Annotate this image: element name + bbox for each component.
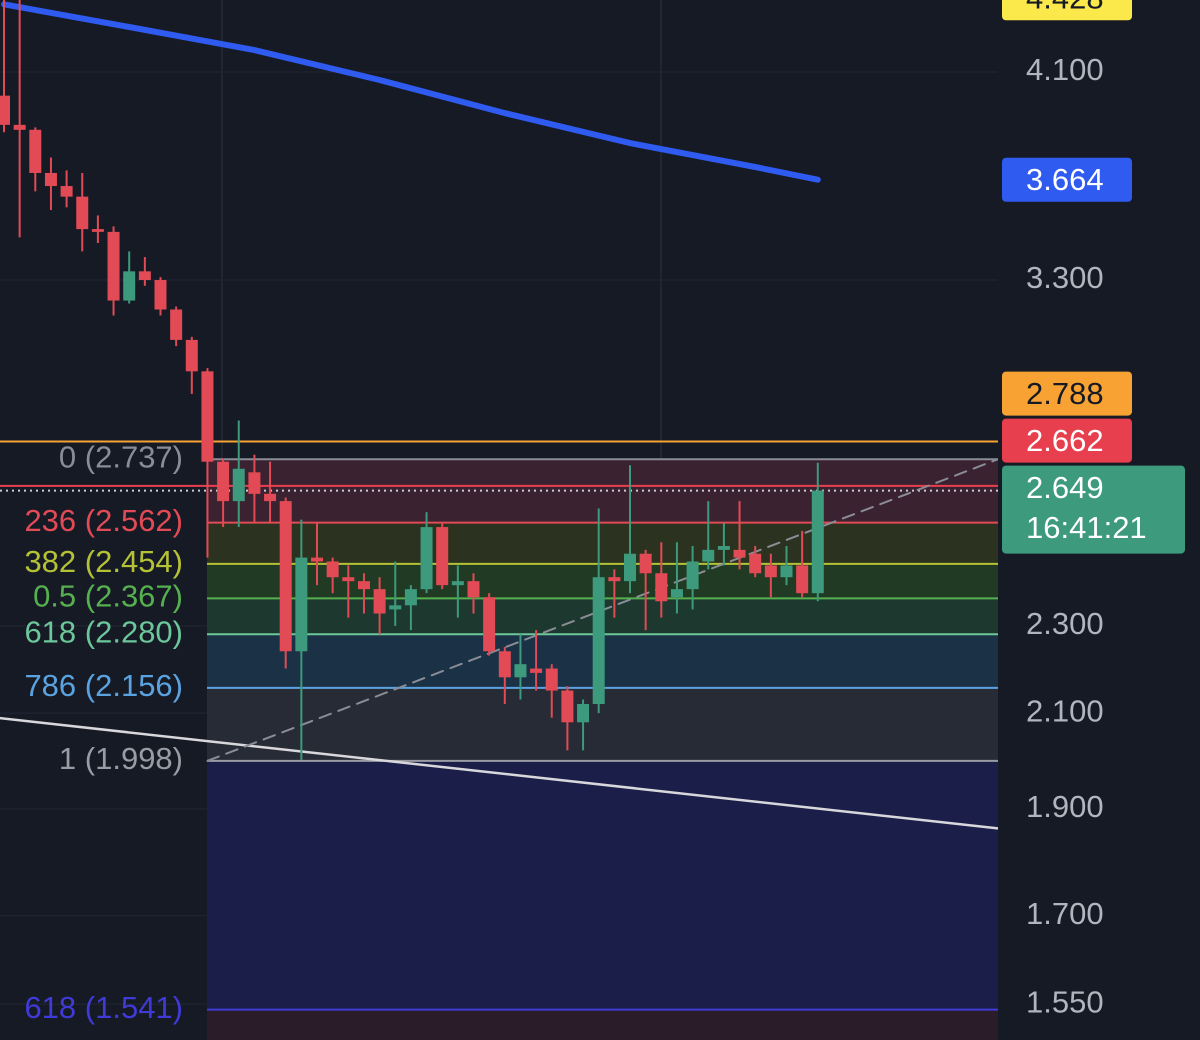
- candle-body: [514, 664, 527, 678]
- y-tick-label: 2.300: [1026, 606, 1104, 641]
- fib-zone: [207, 522, 998, 564]
- candle-body: [170, 309, 183, 340]
- candle-body: [389, 605, 402, 610]
- candle-body: [530, 668, 543, 673]
- fib-label: 618 (2.280): [24, 614, 183, 649]
- candle-body: [326, 561, 339, 578]
- price-label-box: [1002, 157, 1132, 202]
- y-tick-label: 1.550: [1026, 984, 1104, 1019]
- fib-label: 382 (2.454): [24, 544, 183, 579]
- candle-body: [154, 280, 167, 310]
- candle-body: [639, 553, 652, 574]
- candle-body: [780, 565, 793, 578]
- candle-body: [717, 546, 730, 550]
- price-label: 3.664: [1026, 162, 1104, 197]
- candle-body: [686, 561, 699, 590]
- countdown: 16:41:21: [1026, 510, 1147, 545]
- price-label: 2.649: [1026, 470, 1104, 505]
- candle-body: [311, 557, 323, 562]
- candle-body: [420, 527, 433, 590]
- candle-body: [44, 172, 57, 187]
- price-label: 2.662: [1026, 423, 1104, 458]
- y-tick-label: 2.100: [1026, 693, 1104, 728]
- candle-body: [138, 271, 151, 281]
- candle-body: [123, 271, 136, 301]
- candle-body: [0, 95, 10, 125]
- candle-body: [232, 468, 245, 502]
- price-label-box: [1002, 371, 1132, 416]
- candle-body: [264, 493, 277, 502]
- candle-body: [733, 549, 746, 558]
- line-drawing: [0, 716, 998, 830]
- candle-body: [91, 229, 104, 232]
- candle-body: [811, 490, 824, 594]
- candle-body: [248, 472, 261, 494]
- candle-body: [670, 589, 683, 598]
- price-label: 4.428: [1026, 0, 1104, 15]
- fib-zone: [207, 760, 998, 1010]
- fib-label: 786 (2.156): [24, 668, 183, 703]
- fib-label: 0.5 (2.367): [33, 579, 183, 614]
- y-tick-label: 4.100: [1026, 52, 1104, 87]
- y-tick-label: 3.300: [1026, 260, 1104, 295]
- y-tick-label: 1.700: [1026, 896, 1104, 931]
- candle-body: [577, 704, 590, 723]
- candle-body: [60, 186, 73, 197]
- y-tick-label: 1.900: [1026, 789, 1104, 824]
- price-label: 2.788: [1026, 376, 1104, 411]
- price-label-box: [1002, 0, 1132, 21]
- candle-body: [749, 553, 762, 574]
- price-label-box: [1002, 418, 1132, 463]
- candle-body: [342, 577, 355, 582]
- candle-body: [29, 129, 42, 173]
- candle-body: [373, 589, 386, 614]
- candle-body: [655, 573, 668, 602]
- fib-label: 236 (2.562): [24, 503, 183, 538]
- candle-body: [498, 651, 511, 678]
- candle-body: [545, 668, 558, 691]
- fib-label: 1 (1.998): [59, 741, 183, 776]
- fib-zone: [207, 1009, 998, 1040]
- fib-label: 0 (2.737): [59, 439, 183, 474]
- line-drawing: [1, 1, 821, 183]
- candle-body: [624, 553, 636, 582]
- price-axis: 4.100 3.300 2.300 2.100 1.900 1.700 1.550 2.649…: [1002, 0, 1185, 1019]
- candle-body: [561, 690, 574, 723]
- candle-body: [107, 231, 120, 301]
- candle-body: [483, 597, 496, 652]
- candle-body: [185, 339, 198, 372]
- candle-body: [217, 461, 230, 502]
- fib-zone: [207, 459, 998, 523]
- fib-label: 618 (1.541): [24, 990, 183, 1025]
- candle-body: [357, 581, 370, 590]
- candle-body: [13, 124, 26, 130]
- candle-body: [201, 371, 214, 462]
- candle-body: [796, 565, 809, 594]
- candle-body: [702, 549, 715, 562]
- candle-body: [467, 581, 480, 598]
- candle-body: [451, 581, 464, 586]
- candle-body: [592, 577, 605, 705]
- candle-body: [404, 589, 417, 606]
- candle-body: [608, 577, 621, 582]
- candle-body: [295, 557, 308, 652]
- price-label-box: [1002, 465, 1185, 554]
- candle-body: [436, 527, 449, 586]
- candle-body: [76, 196, 89, 230]
- plot-area: 0 (2.737) 236 (2.562) 382 (2.454)0.5 (2.36…: [0, 0, 998, 1040]
- candle-body: [764, 565, 777, 578]
- candle-body: [279, 501, 292, 652]
